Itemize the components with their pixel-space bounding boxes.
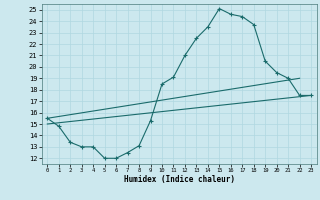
X-axis label: Humidex (Indice chaleur): Humidex (Indice chaleur) — [124, 175, 235, 184]
